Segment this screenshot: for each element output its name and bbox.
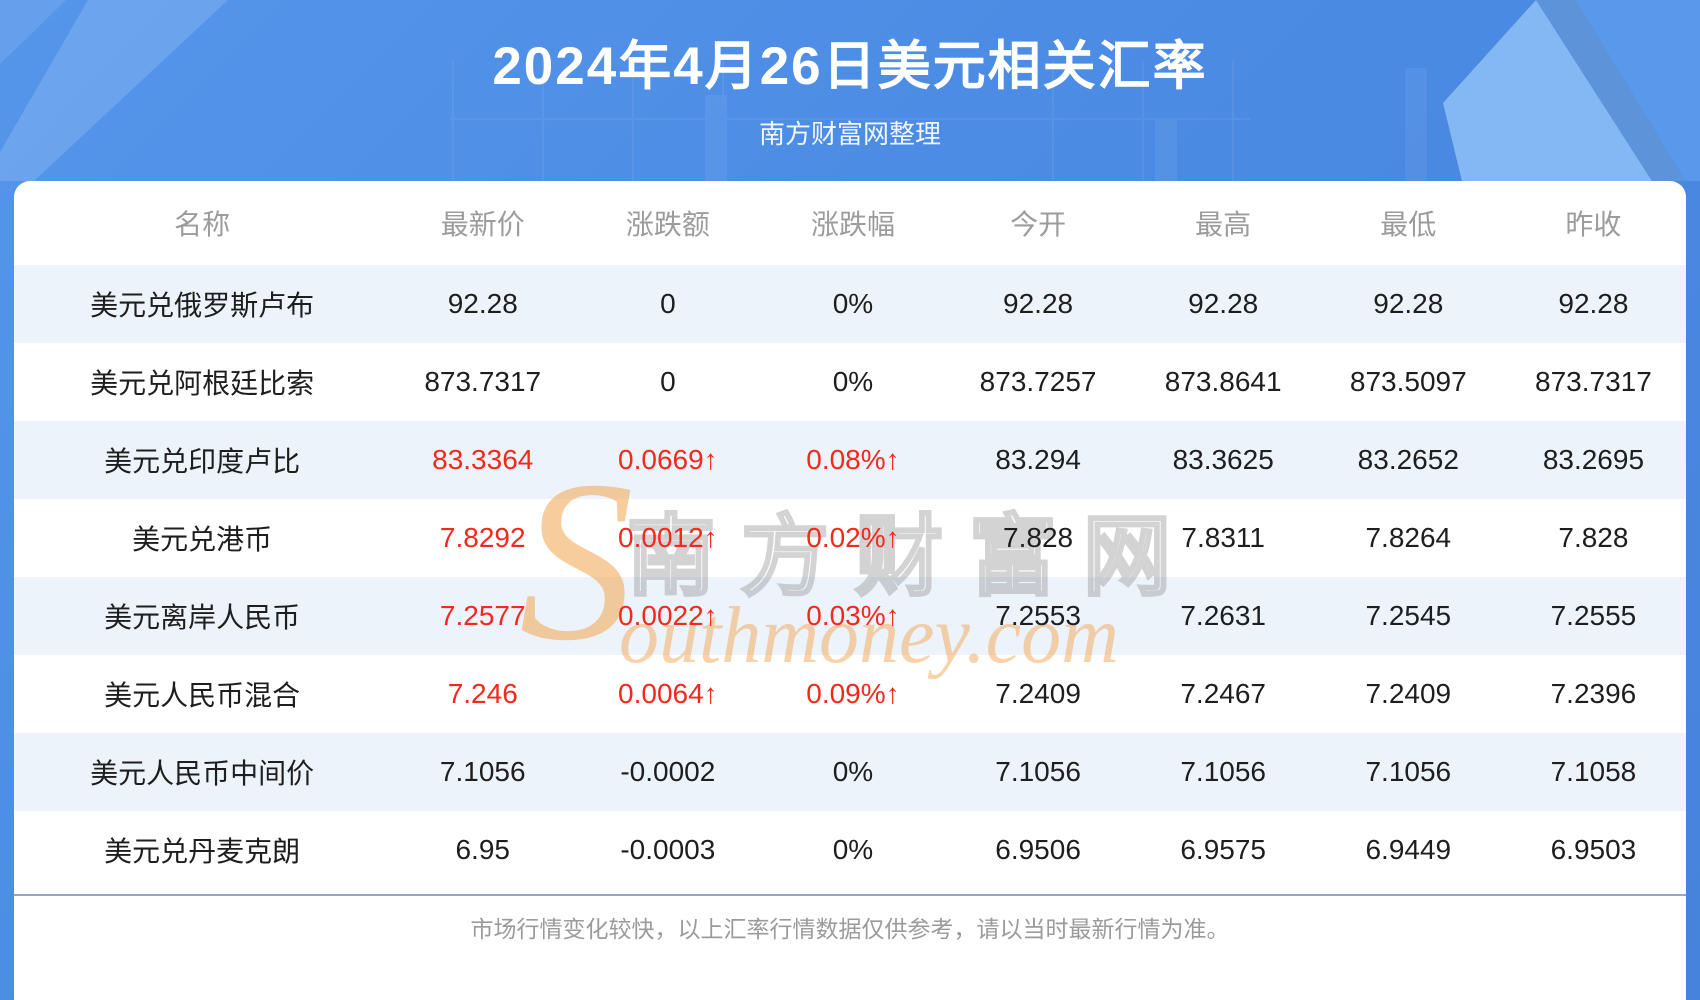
value-cell: 873.7257 — [979, 366, 1097, 397]
pair-name-cell: 美元兑港币 — [132, 524, 273, 555]
table-row: 美元兑印度卢比 83.3364 0.0669↑ 0.08%↑ 83.294 83.3625… — [14, 421, 1686, 499]
value-cell: 7.828 — [1558, 522, 1629, 553]
value-cell: 6.9503 — [1550, 834, 1637, 865]
value-cell: 0% — [832, 756, 874, 787]
column-header-5: 最高 — [1195, 209, 1252, 240]
rates-table-card: S 南方财富网 outhmoney.com 名称 最新价 涨跌额 涨跌幅 今开 最高 最低昨… — [14, 181, 1686, 1000]
value-cell: 6.9575 — [1180, 834, 1266, 865]
value-cell: 7.2555 — [1550, 600, 1637, 631]
value-cell: 6.9449 — [1365, 834, 1452, 865]
value-cell: 7.2553 — [995, 600, 1081, 631]
footer-divider — [14, 894, 1686, 896]
value-cell: 7.2577 — [439, 600, 526, 631]
value-cell: 7.2396 — [1550, 678, 1637, 709]
value-cell: 0.0022↑ — [618, 600, 718, 631]
value-cell: 7.2467 — [1180, 678, 1266, 709]
table-row: 美元兑丹麦克朗 6.95 -0.0003 0% 6.9506 6.9575 6.9449 6.… — [14, 811, 1686, 889]
column-header-1: 最新价 — [440, 209, 525, 240]
value-cell: -0.0003 — [620, 834, 716, 865]
value-cell: 0.09%↑ — [806, 678, 900, 709]
value-cell: 92.28 — [1188, 288, 1259, 319]
pair-name-cell: 美元人民币混合 — [104, 680, 301, 711]
value-cell: 7.2545 — [1365, 600, 1452, 631]
rates-table-body: 美元兑俄罗斯卢布 92.28 0 0% 92.28 92.28 92.28 92.28 美元兑阿… — [14, 265, 1686, 889]
value-cell: 7.1056 — [1180, 756, 1266, 787]
value-cell: 7.8292 — [439, 522, 526, 553]
value-cell: 83.2695 — [1542, 444, 1645, 475]
column-header-6: 最低 — [1380, 209, 1437, 240]
value-cell: 873.8641 — [1164, 366, 1282, 397]
value-cell: 7.2631 — [1180, 600, 1266, 631]
column-header-7: 昨收 — [1565, 209, 1622, 240]
table-row: 美元离岸人民币 7.2577 0.0022↑ 0.03%↑ 7.2553 7.2631 7.… — [14, 577, 1686, 655]
value-cell: 0 — [660, 288, 676, 319]
page-title: 2024年4月26日美元相关汇率 — [492, 37, 1208, 96]
pair-name-cell: 美元兑丹麦克朗 — [104, 836, 301, 867]
value-cell: 0% — [832, 366, 874, 397]
value-cell: 7.1058 — [1550, 756, 1637, 787]
pair-name-cell: 美元兑阿根廷比索 — [90, 368, 315, 399]
column-header-4: 今开 — [1010, 209, 1067, 240]
table-row: 美元兑俄罗斯卢布 92.28 0 0% 92.28 92.28 92.28 92.28 — [14, 265, 1686, 343]
value-cell: 873.5097 — [1349, 366, 1467, 397]
pair-name-cell: 美元兑印度卢比 — [104, 446, 301, 477]
value-cell: 873.7317 — [424, 366, 542, 397]
value-cell: 0.0012↑ — [618, 522, 718, 553]
column-header-0: 名称 — [174, 209, 231, 240]
pair-name-cell: 美元离岸人民币 — [104, 602, 301, 633]
value-cell: 83.3625 — [1172, 444, 1274, 475]
value-cell: 7.8311 — [1181, 522, 1265, 553]
value-cell: 0.08%↑ — [806, 444, 900, 475]
value-cell: 92.28 — [1558, 288, 1629, 319]
value-cell: 6.9506 — [995, 834, 1081, 865]
value-cell: 92.28 — [447, 288, 518, 319]
table-row: 美元兑港币 7.8292 0.0012↑ 0.02%↑ 7.828 7.8311 7.826… — [14, 499, 1686, 577]
value-cell: 7.2409 — [995, 678, 1081, 709]
rates-table: 名称 最新价 涨跌额 涨跌幅 今开 最高 最低 昨收 美元兑俄罗斯卢布 92.28 0 0% 92.2… — [14, 181, 1686, 889]
value-cell: 6.95 — [455, 834, 510, 865]
column-header-2: 涨跌额 — [625, 209, 710, 240]
value-cell: 7.8264 — [1365, 522, 1452, 553]
value-cell: 0.0064↑ — [618, 678, 718, 709]
hero-banner: 2024年4月26日美元相关汇率 南方财富网整理 — [0, 0, 1700, 181]
pair-name-cell: 美元兑俄罗斯卢布 — [90, 290, 315, 321]
value-cell: 83.3364 — [432, 444, 534, 475]
footer-note: 市场行情变化较快，以上汇率行情数据仅供参考，请以当时最新行情为准。 — [470, 916, 1230, 942]
page-subtitle: 南方财富网整理 — [758, 119, 941, 149]
value-cell: 873.7317 — [1535, 366, 1652, 397]
table-header-row: 名称 最新价 涨跌额 涨跌幅 今开 最高 最低 昨收 — [14, 181, 1686, 265]
table-row: 美元人民币中间价 7.1056 -0.0002 0% 7.1056 7.1056 7.105… — [14, 733, 1686, 811]
value-cell: 92.28 — [1003, 288, 1074, 319]
table-row: 美元兑阿根廷比索 873.7317 0 0% 873.7257 873.8641 873.5… — [14, 343, 1686, 421]
value-cell: 83.2652 — [1357, 444, 1459, 475]
value-cell: 92.28 — [1373, 288, 1444, 319]
pair-name-cell: 美元人民币中间价 — [90, 758, 315, 789]
value-cell: 0.0669↑ — [618, 444, 718, 475]
table-row: 美元人民币混合 7.246 0.0064↑ 0.09%↑ 7.2409 7.2467 7.2… — [14, 655, 1686, 733]
value-cell: 7.2409 — [1365, 678, 1452, 709]
value-cell: 7.246 — [447, 678, 518, 709]
value-cell: 7.1056 — [995, 756, 1081, 787]
value-cell: 0% — [832, 834, 874, 865]
value-cell: 0% — [832, 288, 874, 319]
value-cell: 0.03%↑ — [806, 600, 900, 631]
value-cell: 83.294 — [995, 444, 1081, 475]
column-header-3: 涨跌幅 — [810, 209, 895, 240]
value-cell: -0.0002 — [620, 756, 716, 787]
value-cell: 0.02%↑ — [806, 522, 900, 553]
value-cell: 7.1056 — [1365, 756, 1452, 787]
value-cell: 0 — [660, 366, 676, 397]
value-cell: 7.1056 — [439, 756, 526, 787]
value-cell: 7.828 — [1003, 522, 1074, 553]
